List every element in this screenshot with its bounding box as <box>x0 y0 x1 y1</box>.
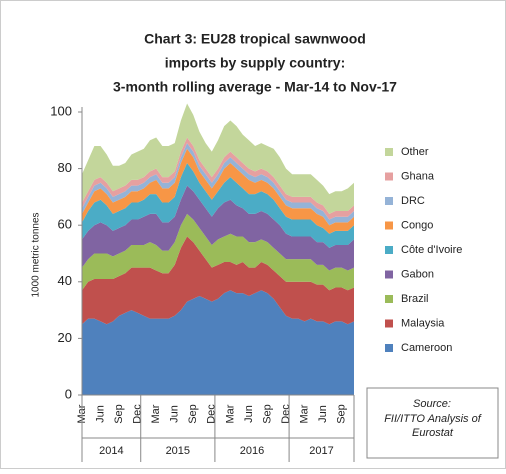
source-box <box>366 387 499 459</box>
area <box>82 185 354 271</box>
source-label: Source: <box>413 398 451 410</box>
area <box>82 148 354 234</box>
x-tick-label: Dec <box>132 404 144 424</box>
x-tick-label: Sep <box>261 404 273 424</box>
y-tick-label: 40 <box>58 273 72 288</box>
legend-swatch <box>385 197 393 205</box>
legend-label: Cameroon <box>401 342 452 354</box>
year-label: 2014 <box>99 445 123 457</box>
legend-swatch <box>385 148 393 156</box>
area <box>82 162 354 248</box>
x-tick-label: Jun <box>317 405 329 423</box>
legend-swatch <box>385 344 393 352</box>
legend-label: Brazil <box>401 293 429 305</box>
year-label: 2017 <box>309 445 333 457</box>
legend-label: Malaysia <box>401 317 445 329</box>
area <box>82 236 354 325</box>
x-tick-label: Dec <box>280 404 292 424</box>
source-wrap: FII/ITTO Analysis of Eurostat <box>384 413 481 439</box>
legend-swatch <box>385 295 393 303</box>
x-tick-label: Jun <box>169 405 181 423</box>
x-tick-label: Sep <box>336 404 348 424</box>
x-tick-label: Sep <box>187 404 199 424</box>
legend-label: Congo <box>401 219 433 231</box>
legend-swatch <box>385 319 393 328</box>
legend-swatch <box>385 221 393 230</box>
chart-title: Chart 3: EU28 tropical sawnwood <box>144 31 366 47</box>
area <box>82 143 354 226</box>
legend-swatch <box>385 246 393 254</box>
x-tick-label: Mar <box>150 404 162 423</box>
legend-swatch <box>385 172 393 181</box>
chart-title: imports by supply country: <box>165 55 345 71</box>
legend-label: Gabon <box>401 268 434 280</box>
y-tick-label: 20 <box>58 330 72 345</box>
year-label: 2016 <box>240 445 264 457</box>
legend-label: Côte d'Ivoire <box>401 244 462 256</box>
legend-swatch <box>385 270 393 279</box>
x-tick-label: Jun <box>94 405 106 423</box>
x-tick-label: Jun <box>243 405 255 423</box>
year-label: 2015 <box>166 445 190 457</box>
x-tick-label: Dec <box>206 404 218 424</box>
area <box>82 213 354 291</box>
legend-label: DRC <box>401 195 425 207</box>
area <box>82 137 354 220</box>
x-tick-label: Sep <box>113 404 125 424</box>
area <box>82 103 354 214</box>
area <box>82 290 354 395</box>
y-axis-label: 1000 metric tonnes <box>31 212 42 297</box>
chart-title: 3-month rolling average - Mar-14 to Nov-… <box>113 79 397 95</box>
source-text: FII/ITTO Analysis of Eurostat <box>384 413 481 439</box>
legend-label: Other <box>401 146 429 158</box>
x-tick-label: Mar <box>298 404 310 423</box>
x-tick-label: Mar <box>224 404 236 423</box>
y-tick-label: 0 <box>65 386 72 401</box>
y-tick-label: 80 <box>58 160 72 175</box>
y-tick-label: 100 <box>50 103 72 118</box>
y-tick-label: 60 <box>58 217 72 232</box>
legend-label: Ghana <box>401 170 435 182</box>
